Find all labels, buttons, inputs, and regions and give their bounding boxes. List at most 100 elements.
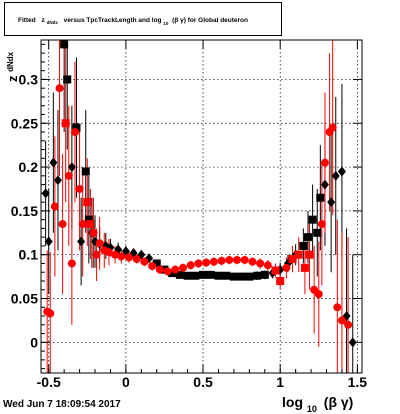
black-point [199,270,208,279]
red-point [111,250,120,259]
red-point [86,220,95,229]
black-point [229,272,238,281]
red-point [70,128,79,137]
red-point [256,259,265,268]
x-tick-label: 0 [122,374,130,390]
red-point [305,250,314,259]
red-point [337,316,346,325]
black-point [206,270,215,279]
black-point [60,40,69,49]
red-point [328,123,337,132]
black-point [81,167,90,176]
black-point [313,228,322,237]
title-box [4,2,282,36]
red-point [320,158,329,167]
red-point [104,248,113,257]
black-point [303,233,312,242]
red-point [271,266,280,275]
black-series-error-bars [45,40,354,373]
y-tick-label: 0 [30,334,38,350]
red-point [333,303,342,312]
x-tick-label: 1 [276,374,284,390]
red-point [140,257,149,266]
black-point [84,215,93,224]
black-point [63,75,72,84]
x-tick-label: 0.5 [193,374,213,390]
black-point [320,179,329,190]
black-point [237,272,246,281]
red-point [294,250,303,259]
red-point [58,220,67,229]
red-point [240,255,249,264]
y-tick-label: 0.15 [11,203,38,219]
title-prefix: Fitted [18,17,36,24]
black-point [327,197,336,208]
y-tick-label: 0.2 [19,159,39,175]
red-point [288,255,297,264]
red-point [64,171,73,180]
y-tick-label: 0.05 [11,291,38,307]
red-point [171,265,180,274]
red-point [178,263,187,272]
chart-title: Fitted z dNdx versus TpcTrackLength and … [18,17,248,27]
red-point [155,265,164,274]
black-point [222,271,231,280]
red-point [148,262,157,271]
black-point [49,157,58,168]
footer-timestamp: Wed Jun 7 18:09:54 2017 [3,399,121,410]
red-point [282,263,291,272]
red-point [317,220,326,229]
y-tick-labels: 0 0.05 0.1 0.15 0.2 0.25 0.3 [11,71,38,350]
x-tick-label: -0.5 [37,374,61,390]
red-point [314,290,323,299]
black-point [175,270,184,279]
red-point [132,255,141,264]
red-point [263,261,272,270]
black-point [41,188,50,199]
red-point [50,202,59,211]
red-point [186,261,195,270]
black-point [152,259,161,268]
red-point [209,257,218,266]
red-point [117,252,126,261]
black-point [77,236,86,247]
y-tick-label: 0.1 [19,247,39,263]
y-tick-label: 0.3 [19,71,39,87]
red-point [124,253,133,262]
title-z-sub: dNdx [47,20,59,25]
black-point [72,123,81,132]
y-axis-title-main: z [5,75,20,82]
red-point [276,276,285,285]
red-point [163,267,172,276]
x-axis-title: log 10 (β γ) [282,394,353,414]
black-point [183,271,192,280]
red-point [55,84,64,93]
red-point [95,239,104,248]
title-log-sub: 10 [163,21,169,26]
black-point [168,269,177,278]
red-point [225,255,234,264]
x-axis-title-log: log [282,394,303,410]
black-point [260,270,269,279]
title-middle: versus TpcTrackLength and log [64,17,162,24]
black-point [299,241,308,250]
black-point [337,166,346,177]
black-point [44,236,53,247]
black-point [253,271,262,280]
grid-lines [41,40,362,373]
black-point [191,271,200,280]
red-series-markers [43,84,353,329]
black-point [316,193,325,202]
black-point [348,337,357,348]
red-point [67,259,76,268]
black-point [308,215,317,224]
red-point [202,258,211,267]
red-point [83,198,92,207]
axis-ticks [41,40,362,373]
x-tick-labels: -0.5 0 0.5 1 1.5 [37,374,368,390]
red-point [344,320,353,329]
red-point [232,255,241,264]
red-point [248,257,257,266]
red-point [92,250,101,259]
y-axis-title-sub: dNdx [6,51,15,72]
